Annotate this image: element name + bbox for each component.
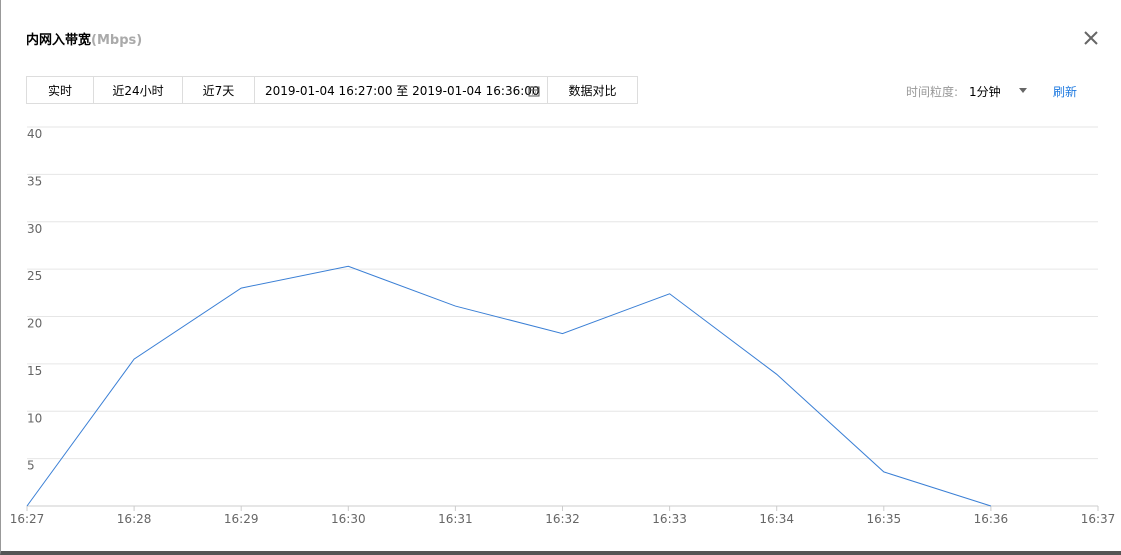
- dropdown-arrow[interactable]: [1019, 88, 1027, 93]
- x-tick-label: 16:37: [1081, 512, 1116, 526]
- y-tick-label: 40: [27, 127, 42, 141]
- x-tick-label: 16:28: [117, 512, 152, 526]
- date-range-text: 2019-01-04 16:27:00 至 2019-01-04 16:36:0…: [265, 84, 540, 98]
- title-unit: (Mbps): [91, 33, 143, 48]
- x-tick-label: 16:30: [331, 512, 366, 526]
- x-tick-label: 16:32: [545, 512, 580, 526]
- y-tick-label: 25: [27, 269, 42, 283]
- granularity-label: 时间粒度:: [906, 85, 959, 99]
- calendar-icon: [528, 86, 540, 97]
- refresh-link[interactable]: 刷新: [1053, 85, 1078, 99]
- data-line: [26, 265, 992, 507]
- tab-button[interactable]: 近7天: [182, 76, 255, 104]
- y-tick-label: 20: [27, 317, 42, 331]
- x-tick-label: 16:34: [759, 512, 794, 526]
- y-tick-label: 10: [27, 411, 42, 425]
- date-range-input[interactable]: 2019-01-04 16:27:00 至 2019-01-04 16:36:0…: [254, 76, 548, 104]
- y-tick-label: 5: [27, 459, 35, 473]
- dialog-title: 内网入带宽(Mbps): [26, 29, 142, 48]
- compare-button[interactable]: 数据对比: [547, 76, 638, 104]
- y-tick-label: 35: [27, 174, 42, 188]
- close-button[interactable]: [1084, 31, 1098, 45]
- x-tick-label: 16:33: [652, 512, 687, 526]
- x-tick-label: 16:29: [224, 512, 259, 526]
- granularity-select[interactable]: 1分钟: [969, 85, 1001, 99]
- y-tick-label: 30: [27, 222, 42, 236]
- tab-button[interactable]: 近24小时: [93, 76, 183, 104]
- x-tick-label: 16:35: [867, 512, 902, 526]
- x-tick-label: 16:31: [438, 512, 473, 526]
- y-tick-label: 15: [27, 364, 42, 378]
- x-tick-label: 16:27: [10, 512, 45, 526]
- tab-button[interactable]: 实时: [26, 76, 94, 104]
- x-tick-label: 16:36: [974, 512, 1009, 526]
- title-text: 内网入带宽: [26, 33, 92, 48]
